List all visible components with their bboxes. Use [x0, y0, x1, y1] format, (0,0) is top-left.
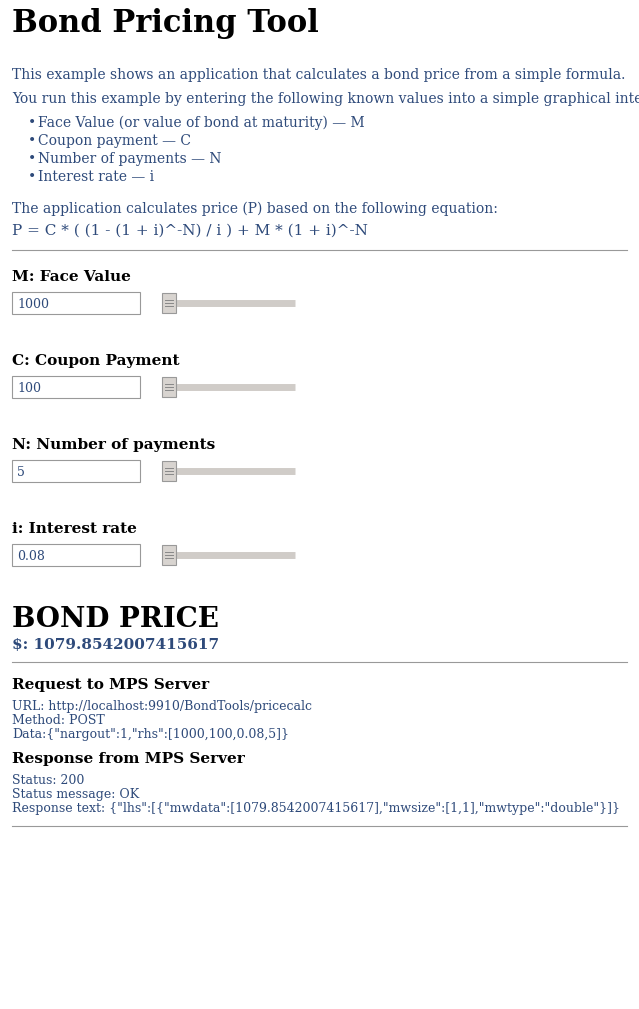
Text: M: Face Value: M: Face Value	[12, 270, 131, 284]
Text: Interest rate — i: Interest rate — i	[38, 170, 154, 184]
FancyBboxPatch shape	[12, 376, 140, 398]
Text: N: Number of payments: N: Number of payments	[12, 438, 215, 452]
Text: Coupon payment — C: Coupon payment — C	[38, 134, 191, 148]
Text: •: •	[28, 170, 36, 184]
FancyBboxPatch shape	[162, 377, 176, 397]
Text: 100: 100	[17, 381, 41, 395]
Text: P = C * ( (1 - (1 + i)^-N) / i ) + M * (1 + i)^-N: P = C * ( (1 - (1 + i)^-N) / i ) + M * (…	[12, 224, 368, 238]
Text: Response from MPS Server: Response from MPS Server	[12, 752, 245, 766]
Text: Face Value (or value of bond at maturity) — M: Face Value (or value of bond at maturity…	[38, 116, 365, 130]
FancyBboxPatch shape	[12, 544, 140, 566]
Text: Status: 200: Status: 200	[12, 774, 84, 787]
Text: •: •	[28, 152, 36, 166]
FancyBboxPatch shape	[162, 461, 176, 481]
Text: $: 1079.8542007415617: $: 1079.8542007415617	[12, 638, 219, 652]
Text: 1000: 1000	[17, 298, 49, 311]
Text: This example shows an application that calculates a bond price from a simple for: This example shows an application that c…	[12, 68, 626, 82]
Text: C: Coupon Payment: C: Coupon Payment	[12, 354, 180, 368]
Text: Data:{"nargout":1,"rhs":[1000,100,0.08,5]}: Data:{"nargout":1,"rhs":[1000,100,0.08,5…	[12, 728, 289, 741]
FancyBboxPatch shape	[12, 292, 140, 314]
Text: •: •	[28, 116, 36, 130]
Text: Bond Pricing Tool: Bond Pricing Tool	[12, 8, 319, 39]
Text: Status message: OK: Status message: OK	[12, 788, 139, 801]
Text: BOND PRICE: BOND PRICE	[12, 606, 219, 633]
Text: Response text: {"lhs":[{"mwdata":[1079.8542007415617],"mwsize":[1,1],"mwtype":"d: Response text: {"lhs":[{"mwdata":[1079.8…	[12, 802, 620, 815]
Text: Number of payments — N: Number of payments — N	[38, 152, 222, 166]
Text: 5: 5	[17, 465, 25, 478]
Text: 0.08: 0.08	[17, 550, 45, 562]
FancyBboxPatch shape	[162, 293, 176, 313]
Text: Method: POST: Method: POST	[12, 714, 105, 727]
Text: •: •	[28, 134, 36, 148]
FancyBboxPatch shape	[162, 545, 176, 565]
Text: You run this example by entering the following known values into a simple graphi: You run this example by entering the fol…	[12, 92, 639, 106]
Text: The application calculates price (P) based on the following equation:: The application calculates price (P) bas…	[12, 202, 498, 216]
Text: i: Interest rate: i: Interest rate	[12, 522, 137, 536]
FancyBboxPatch shape	[12, 460, 140, 482]
Text: Request to MPS Server: Request to MPS Server	[12, 678, 209, 692]
Text: URL: http://localhost:9910/BondTools/pricecalc: URL: http://localhost:9910/BondTools/pri…	[12, 700, 312, 713]
